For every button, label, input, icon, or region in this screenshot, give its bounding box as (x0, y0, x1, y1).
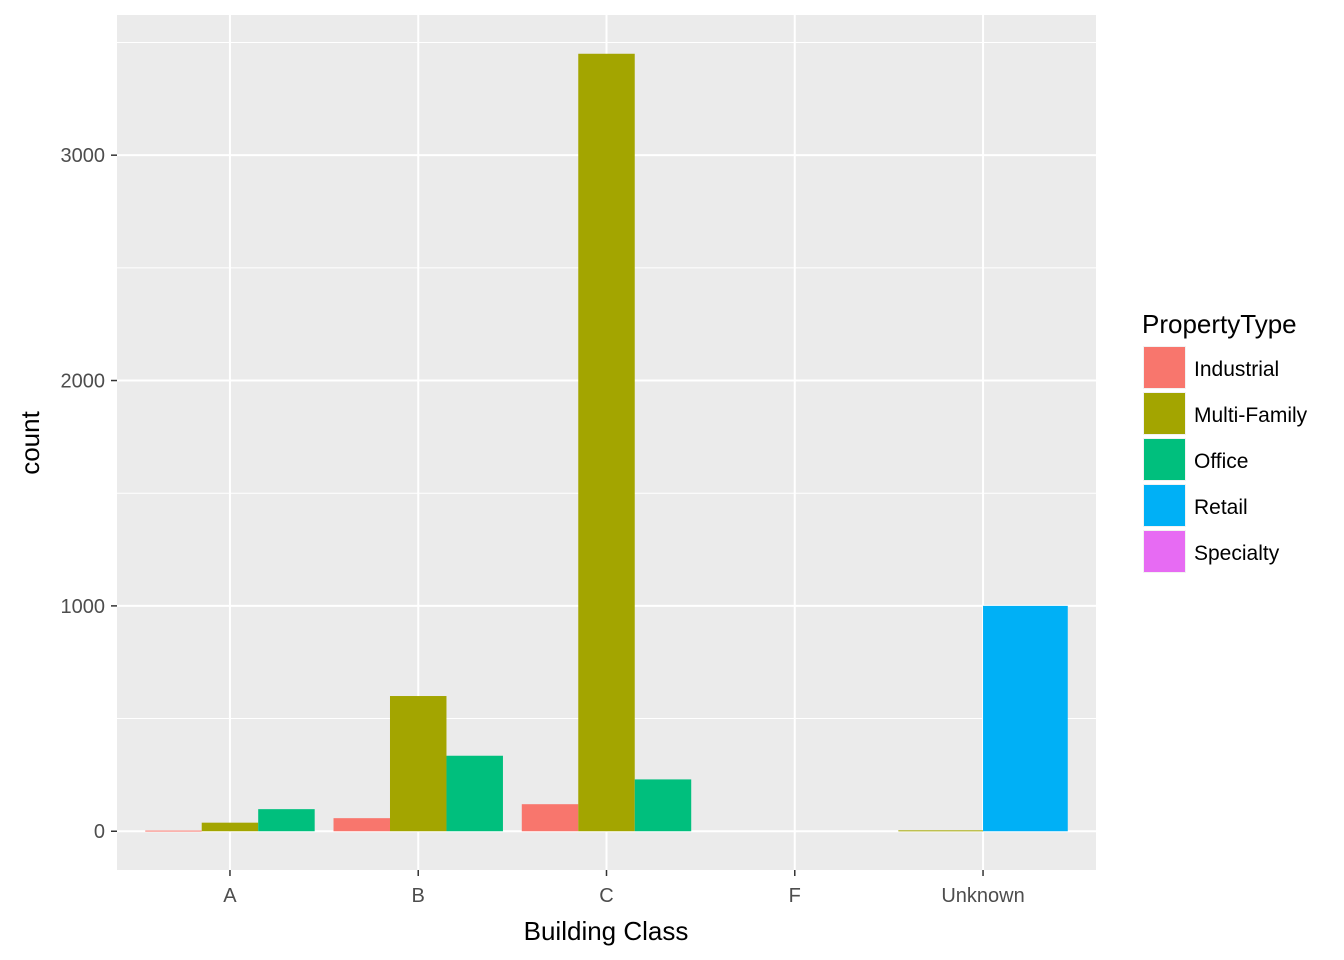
y-tick-label: 3000 (61, 145, 106, 167)
bar-c-office (634, 779, 692, 832)
legend-label: Industrial (1194, 358, 1279, 381)
x-tick-label: B (412, 885, 425, 907)
bars (145, 53, 1068, 832)
x-axis-title: Building Class (524, 916, 689, 946)
x-tick-label: C (599, 885, 613, 907)
bar-a-office (258, 809, 315, 832)
bar-a-multi-family (201, 822, 259, 832)
bar-b-office (446, 755, 503, 832)
legend-title: PropertyType (1142, 309, 1297, 339)
x-tick-label: Unknown (941, 885, 1024, 907)
bar-unknown-retail (983, 605, 1068, 832)
legend-label: Office (1194, 450, 1248, 473)
bar-unknown-multi-family (898, 830, 984, 832)
y-tick-label: 2000 (61, 371, 106, 393)
legend-label: Retail (1194, 496, 1248, 519)
legend: PropertyType Industrial Multi-Family Offic… (1142, 309, 1308, 573)
bar-b-industrial (333, 818, 390, 832)
legend-swatch (1144, 531, 1185, 572)
y-axis: 0 1000 2000 3000 (61, 145, 117, 843)
legend-swatch (1144, 347, 1185, 388)
bar-c-multi-family (578, 53, 635, 832)
legend-swatch (1144, 485, 1185, 526)
y-axis-title: count (15, 410, 45, 474)
x-tick-label: F (789, 885, 801, 907)
x-axis: A B C F Unknown (223, 870, 1025, 907)
y-tick-label: 0 (94, 821, 105, 843)
legend-swatch (1144, 439, 1185, 480)
bar-a-industrial (145, 830, 202, 832)
bar-c-industrial (521, 804, 579, 832)
legend-label: Multi-Family (1194, 404, 1308, 427)
x-tick-label: A (223, 885, 237, 907)
y-tick-label: 1000 (61, 596, 106, 618)
bar-b-multi-family (389, 696, 447, 832)
legend-label: Specialty (1194, 542, 1280, 565)
legend-swatch (1144, 393, 1185, 434)
